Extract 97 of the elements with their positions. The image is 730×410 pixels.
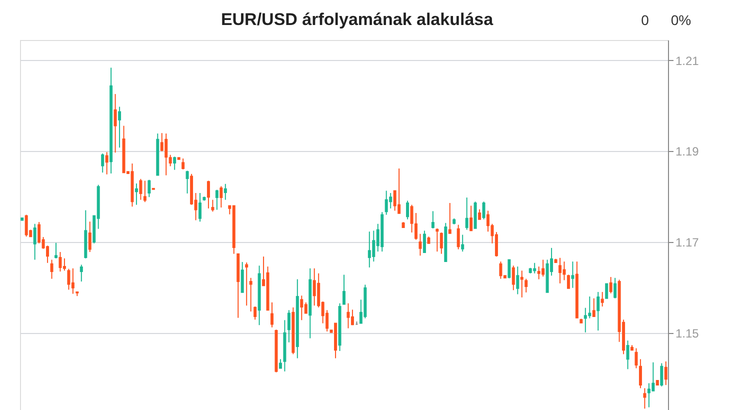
candlestick xyxy=(206,180,210,209)
candlestick xyxy=(638,358,642,389)
candlestick xyxy=(614,277,617,299)
candlestick xyxy=(249,277,252,312)
candlestick xyxy=(456,224,460,250)
candlestick xyxy=(33,223,36,260)
candlestick xyxy=(211,199,214,212)
candlestick xyxy=(114,94,117,154)
candlestick xyxy=(643,388,646,410)
candlestick xyxy=(312,268,316,306)
candlestick xyxy=(542,259,545,278)
candlestick xyxy=(512,265,515,291)
candlestick xyxy=(533,262,536,274)
candlestick xyxy=(566,274,570,289)
candlestick xyxy=(62,258,66,272)
candlestick xyxy=(118,106,122,148)
candlestick xyxy=(220,186,223,208)
candlestick xyxy=(24,214,28,238)
candlestick xyxy=(80,264,83,282)
candlestick xyxy=(304,302,308,314)
candlestick xyxy=(440,232,443,254)
candlestick xyxy=(186,170,189,194)
candlestick xyxy=(422,230,426,253)
candlestick xyxy=(101,152,104,174)
candlestick xyxy=(368,231,371,268)
candlestick xyxy=(224,183,227,200)
candlestick xyxy=(596,291,600,332)
candlestick xyxy=(164,133,168,176)
y-tick-label: 1.21 xyxy=(676,54,700,68)
candlestick xyxy=(660,362,664,387)
candlestick xyxy=(571,261,574,288)
text: 0 xyxy=(641,12,650,28)
candlestick xyxy=(537,266,540,280)
candlestick xyxy=(584,307,587,333)
candlestick xyxy=(342,274,346,305)
candlestick xyxy=(372,230,376,262)
text: 0% xyxy=(670,12,692,28)
candlestick xyxy=(182,158,185,170)
candlestick xyxy=(50,259,54,280)
candlestick xyxy=(465,197,468,230)
candlestick xyxy=(71,268,74,294)
candlestick xyxy=(520,270,524,298)
candlestick xyxy=(198,192,202,222)
candlestick xyxy=(134,182,138,206)
candlestick xyxy=(67,268,70,290)
candlestick xyxy=(516,266,520,295)
candlestick xyxy=(626,340,630,370)
candlestick xyxy=(215,189,218,210)
candlestick xyxy=(647,382,650,408)
candlestick xyxy=(393,190,396,212)
candlestick xyxy=(448,202,452,234)
candlestick xyxy=(588,296,592,319)
candlestick xyxy=(350,309,354,326)
candlestick xyxy=(508,259,511,279)
candlestick xyxy=(478,208,482,220)
candlestick xyxy=(664,360,668,386)
candlestick xyxy=(562,261,566,281)
candlestick xyxy=(418,233,422,256)
candlestick xyxy=(54,242,58,259)
candlestick xyxy=(634,348,638,369)
candlestick xyxy=(592,298,596,317)
candlestick xyxy=(105,152,108,175)
candlestick xyxy=(470,205,473,232)
candlestick xyxy=(254,306,257,320)
candlestick xyxy=(346,302,350,329)
candlestick xyxy=(609,276,612,294)
candlestick xyxy=(173,156,176,170)
candlestick xyxy=(245,262,248,306)
candlestick xyxy=(406,200,410,220)
candlestick xyxy=(270,302,274,328)
candlestick xyxy=(278,358,282,369)
candlestick xyxy=(240,262,244,293)
candlestick xyxy=(58,252,62,272)
chart-title: EUR/USD árfolyamának alakulása xyxy=(220,10,494,29)
candlestick xyxy=(300,295,304,321)
candlestick xyxy=(143,180,146,203)
candlestick xyxy=(287,310,290,343)
candlestick xyxy=(600,291,604,307)
candlestick xyxy=(88,221,92,253)
candlestick xyxy=(499,261,502,280)
candlestick xyxy=(139,178,142,200)
y-tick-label: 1.19 xyxy=(676,144,700,159)
candlestick xyxy=(482,201,486,220)
y-tick-label: 1.15 xyxy=(676,326,700,340)
candlestick xyxy=(461,234,464,252)
candlestick xyxy=(436,228,439,252)
candlestick xyxy=(148,179,151,198)
candlestick xyxy=(524,278,528,293)
candlestick xyxy=(605,283,608,299)
candlestick xyxy=(389,192,392,209)
y-tick-label: 1.17 xyxy=(676,236,700,250)
candlestick xyxy=(431,210,434,229)
candlestick xyxy=(384,190,388,216)
candlestick xyxy=(652,362,655,392)
candlestick xyxy=(558,257,562,284)
candlestick xyxy=(486,210,490,232)
candlestick xyxy=(398,168,401,214)
